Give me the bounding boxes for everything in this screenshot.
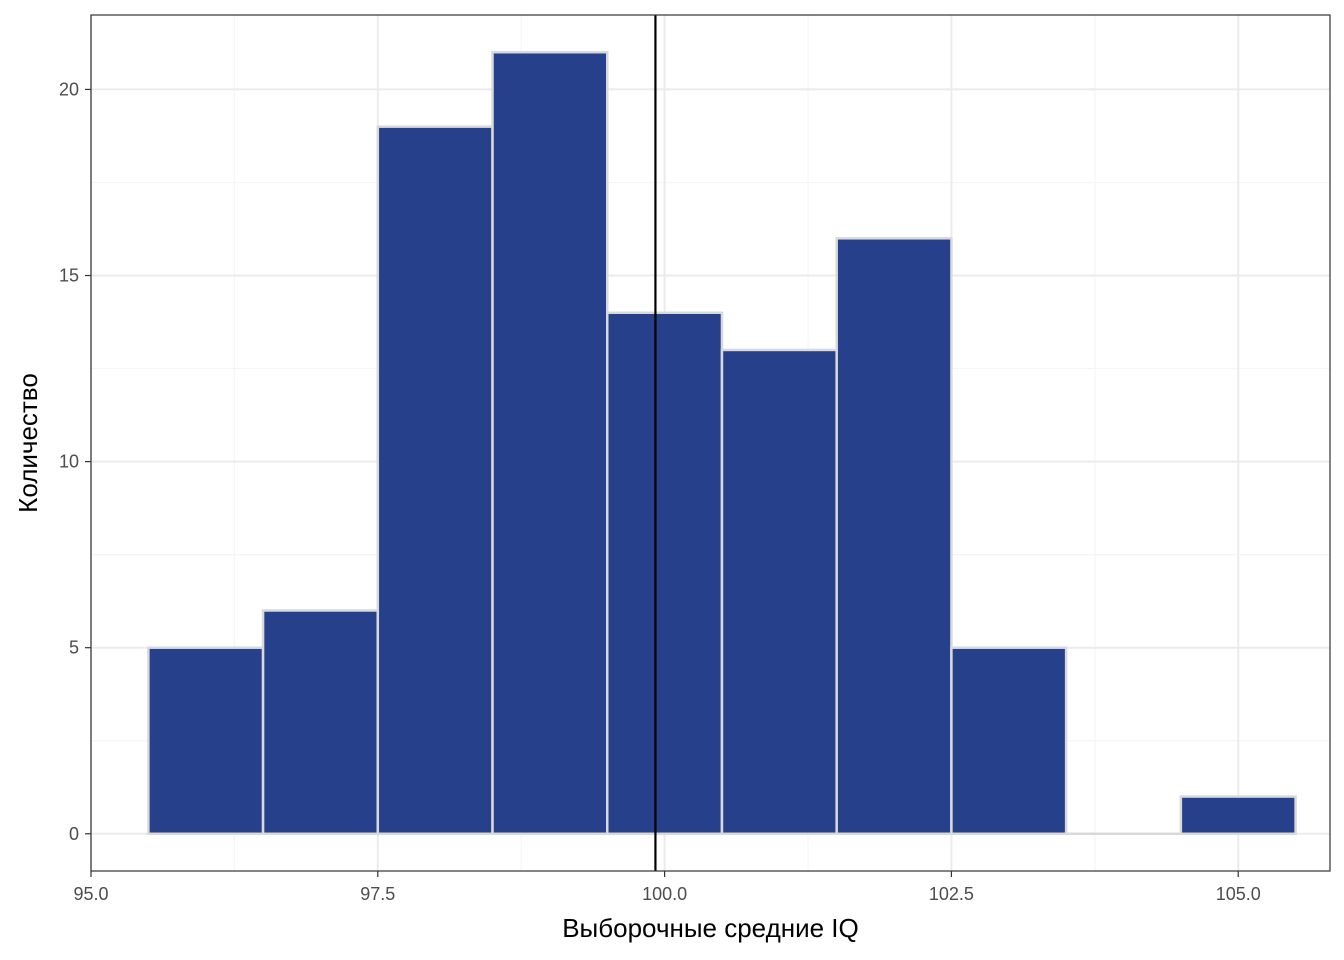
x-tick-label: 95.0 xyxy=(73,884,108,904)
x-tick-label: 105.0 xyxy=(1216,884,1261,904)
histogram-bar xyxy=(376,125,494,836)
x-tick-label: 100.0 xyxy=(642,884,687,904)
y-axis: 0 5 10 15 20 xyxy=(59,79,91,844)
y-tick-label: 10 xyxy=(59,452,79,472)
y-tick-label: 0 xyxy=(69,824,79,844)
histogram-bar xyxy=(1179,795,1297,836)
histogram-bar xyxy=(720,348,838,836)
x-axis: 95.0 97.5 100.0 102.5 105.0 xyxy=(73,871,1261,904)
y-tick-label: 5 xyxy=(69,638,79,658)
y-tick-label: 20 xyxy=(59,79,79,99)
y-tick-label: 15 xyxy=(59,266,79,286)
y-axis-title: Количество xyxy=(13,373,43,513)
x-tick-label: 102.5 xyxy=(929,884,974,904)
histogram-bar xyxy=(147,646,265,836)
x-tick-label: 97.5 xyxy=(360,884,395,904)
x-axis-title: Выборочные средние IQ xyxy=(562,913,859,943)
histogram-bar xyxy=(835,237,953,836)
histogram-bars xyxy=(147,50,1297,836)
histogram-bar xyxy=(261,609,380,836)
panel-border xyxy=(90,14,1331,872)
histogram-bar xyxy=(606,311,724,836)
histogram-bar xyxy=(491,50,609,836)
histogram-bar xyxy=(950,646,1068,836)
